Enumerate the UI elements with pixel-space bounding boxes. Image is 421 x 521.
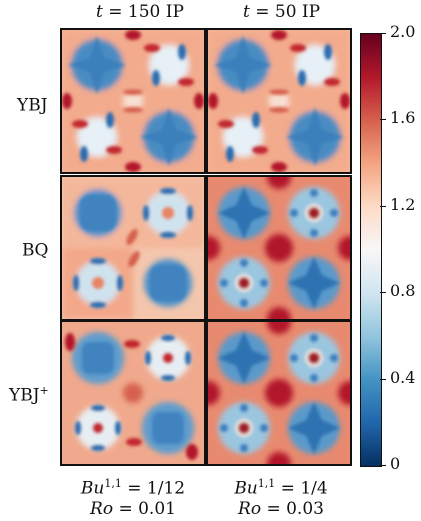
colorbar-label-0-8: 0.8 [390, 281, 416, 300]
column-footer-1: Bu1,1 = 1/12 Ro = 0.01 [80, 477, 186, 519]
colorbar-label-1-2: 1.2 [390, 195, 416, 214]
colorbar-tick-0-4 [380, 379, 386, 380]
panel-ybjplus-col2 [206, 320, 352, 466]
colorbar-tick-1-2 [380, 206, 386, 207]
row-label-bq: BQ [22, 240, 49, 261]
panel-ybj-col2 [206, 28, 352, 174]
column-title-2: t = 50 IP [243, 2, 321, 22]
panel-ybjplus-col1 [60, 320, 206, 466]
colorbar-label-2-0: 2.0 [390, 22, 416, 41]
row-label-ybj: YBJ [17, 95, 48, 116]
panel-bq-col1 [60, 175, 206, 321]
colorbar-label-1-6: 1.6 [390, 108, 416, 127]
panel-bq-col2 [206, 175, 352, 321]
colorbar-tick-2-0 [380, 33, 386, 34]
panel-ybj-col1 [60, 28, 206, 174]
colorbar [360, 33, 382, 467]
colorbar-tick-1-6 [380, 119, 386, 120]
column-footer-2: Bu1,1 = 1/4 Ro = 0.03 [234, 477, 328, 519]
row-label-ybj-plus: YBJ+ [9, 384, 49, 406]
colorbar-label-0: 0 [390, 454, 401, 473]
column-title-1: t = 150 IP [96, 2, 184, 22]
colorbar-label-0-4: 0.4 [390, 368, 416, 387]
colorbar-tick-0 [380, 465, 386, 466]
colorbar-tick-0-8 [380, 292, 386, 293]
